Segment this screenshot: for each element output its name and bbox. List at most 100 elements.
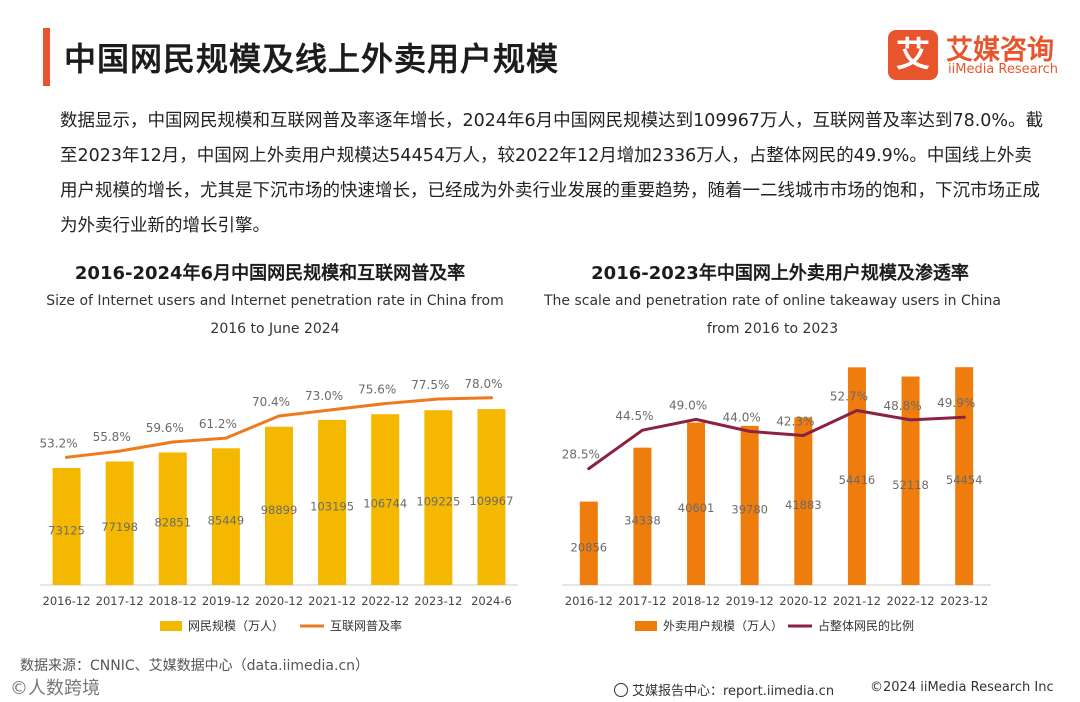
chart1-line-point: [118, 449, 122, 453]
watermark: ©人数跨境: [10, 678, 100, 699]
chart2-title: 2016-2023年中国网上外卖用户规模及渗透率: [591, 263, 969, 284]
chart1-svg: 73125 77198 82851 85449 98899 103195 106744 109…: [39, 377, 518, 633]
chart1-line-point: [65, 455, 69, 459]
chart2-x-tick-label: 2019-12: [726, 594, 774, 608]
chart2-line-value-label: 42.3%: [776, 414, 814, 428]
title-accent-bar: [43, 28, 50, 86]
chart2-x-tick-label: 2022-12: [887, 594, 935, 608]
chart1-bar-value-label: 85449: [208, 514, 245, 528]
chart1-line-value-label: 70.4%: [252, 395, 290, 409]
chart2-bar-value-label: 39780: [731, 502, 768, 516]
chart2-line-value-label: 49.0%: [669, 398, 707, 412]
logo-mark-icon: 艾: [888, 30, 938, 80]
report-center[interactable]: 艾媒报告中心：report.iimedia.cn: [614, 680, 834, 699]
chart2-line-value-label: 28.5%: [562, 448, 600, 462]
chart2-legend-bar-swatch: [635, 621, 657, 631]
chart2-bar: [579, 501, 598, 585]
chart2-bar-value-label: 20856: [571, 540, 608, 554]
chart1-x-tick-label: 2020-12: [255, 594, 303, 608]
chart1-x-tick-label: 2022-12: [361, 594, 409, 608]
chart1-line-value-label: 78.0%: [464, 377, 502, 391]
chart2-line-value-label: 48.8%: [884, 399, 922, 413]
chart1-line-point: [383, 402, 387, 406]
chart1-line-point: [436, 397, 440, 401]
chart2-line-point: [962, 415, 966, 419]
chart2-line-point: [801, 433, 805, 437]
chart1-line-value-label: 73.0%: [305, 389, 343, 403]
chart2-bar-value-label: 52118: [892, 478, 929, 492]
chart1-line-point: [277, 414, 281, 418]
chart1-line-value-label: 55.8%: [93, 430, 131, 444]
chart1-line-value-label: 61.2%: [199, 417, 237, 431]
chart2-bar: [901, 376, 920, 585]
chart1-title: 2016-2024年6月中国网民规模和互联网普及率: [74, 263, 466, 284]
chart1-bar: [477, 409, 506, 585]
chart1-bar: [158, 452, 187, 585]
copyright: ©2024 iiMedia Research Inc: [870, 680, 1054, 695]
chart1-x-tick-label: 2018-12: [149, 594, 197, 608]
chart1-legend-line-label: 互联网普及率: [330, 618, 402, 633]
chart2-legend-line-label: 占整体网民的比例: [818, 618, 914, 633]
data-source: 数据来源：CNNIC、艾媒数据中心（data.iimedia.cn）: [20, 658, 370, 674]
report-center-text: 艾媒报告中心：report.iimedia.cn: [632, 684, 835, 699]
chart2-line-value-label: 44.0%: [723, 410, 761, 424]
chart2-bar: [847, 367, 866, 585]
chart1-bar: [211, 448, 240, 585]
chart2-line-series: [587, 409, 966, 471]
chart2-bar: [955, 367, 974, 585]
chart1-bar-value-label: 98899: [261, 503, 298, 517]
chart1-subtitle: Size of Internet users and Internet pene…: [30, 287, 520, 343]
chart2-x-tick-label: 2017-12: [618, 594, 666, 608]
logo-text-en: iiMedia Research: [948, 62, 1059, 77]
page-title: 中国网民规模及线上外卖用户规模: [64, 40, 560, 78]
chart2-bar-value-label: 54454: [946, 473, 983, 487]
chart2-line-point: [855, 409, 859, 413]
chart2-bar: [740, 425, 759, 585]
chart2-subtitle-line1: The scale and penetration rate of online…: [544, 293, 1001, 309]
chart1-subtitle-line1: Size of Internet users and Internet pene…: [46, 293, 504, 309]
chart2-subtitle: The scale and penetration rate of online…: [535, 287, 1010, 343]
chart1-x-tick-label: 2016-12: [43, 594, 91, 608]
chart1-x-tick-label: 2019-12: [202, 594, 250, 608]
chart2-bar-value-label: 54416: [839, 473, 876, 487]
chart2-bar-value-label: 34338: [624, 513, 661, 527]
chart2-x-tick-label: 2018-12: [672, 594, 720, 608]
chart1-bar-value-label: 103195: [310, 499, 354, 513]
chart1-legend-bar-label: 网民规模（万人）: [188, 618, 284, 633]
chart1-bar: [105, 461, 134, 585]
chart1-line-point: [489, 396, 493, 400]
chart2-line-point: [909, 418, 913, 422]
chart2-x-tick-label: 2021-12: [833, 594, 881, 608]
logo-text-cn: 艾媒咨询: [946, 35, 1054, 66]
chart1-bar-value-label: 106744: [363, 497, 407, 511]
chart2-line-point: [748, 429, 752, 433]
chart2-line-value-label: 44.5%: [615, 409, 653, 423]
chart1-bar-value-label: 109225: [416, 495, 460, 509]
chart2-line-point: [640, 428, 644, 432]
chart1-line-point: [171, 440, 175, 444]
chart1-bar: [318, 419, 347, 585]
chart1-bar-value-label: 73125: [48, 524, 85, 538]
brand-logo: 艾 艾媒咨询 iiMedia Research: [888, 28, 1063, 84]
chart1-line-point: [224, 436, 228, 440]
chart2-bar-value-label: 41883: [785, 498, 822, 512]
chart1-subtitle-line2: 2016 to June 2024: [210, 321, 340, 337]
chart1-x-tick-label: 2023-12: [414, 594, 462, 608]
chart2-line-value-label: 49.9%: [937, 396, 975, 410]
chart2-legend-bar-label: 外卖用户规模（万人）: [663, 618, 783, 633]
chart1-bar: [265, 426, 293, 585]
chart1-bar: [424, 410, 453, 585]
chart1-bar-value-label: 109967: [469, 494, 513, 508]
chart1-bar-value-label: 77198: [101, 520, 138, 534]
chart1-bar: [371, 414, 400, 585]
chart2-x-tick-label: 2016-12: [565, 594, 613, 608]
chart1-legend-bar-swatch: [160, 621, 182, 631]
chart2-bar: [687, 422, 706, 585]
chart1-x-tick-label: 2021-12: [308, 594, 356, 608]
chart1-line-value-label: 77.5%: [411, 378, 449, 392]
chart2-x-tick-label: 2023-12: [940, 594, 988, 608]
chart2-line-value-label: 52.7%: [830, 390, 868, 404]
chart2-line-point: [587, 467, 591, 471]
chart2-svg: 20856 34338 40601 39780 41883 54416 52118 54454…: [562, 367, 991, 633]
chart1-line-value-label: 59.6%: [146, 421, 184, 435]
